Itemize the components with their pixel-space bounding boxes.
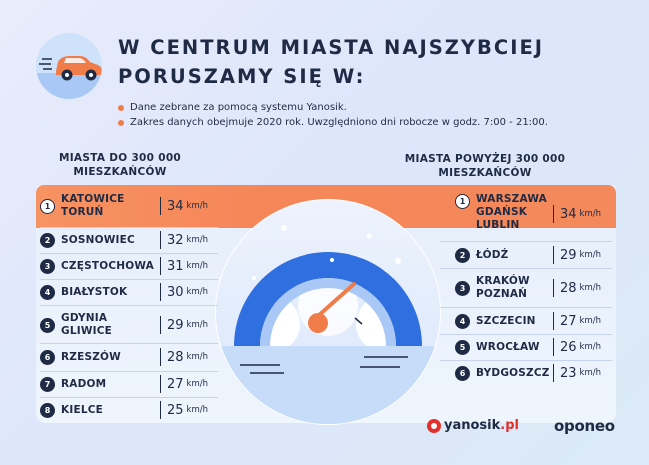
city-name: RZESZÓW <box>61 350 121 363</box>
rank-badge: 2 <box>455 247 470 263</box>
speed-value: 27 km/h <box>160 375 208 393</box>
left-row-6: 6 RZESZÓW 28 km/h <box>40 344 208 370</box>
right-row-3: 3 KRAKÓW POZNAŃ 28 km/h <box>455 275 601 301</box>
left-row-8: 8 KIELCE 25 km/h <box>40 397 208 423</box>
right-row-5: 5 WROCŁAW 26 km/h <box>455 334 601 360</box>
right-row-4: 4 SZCZECIN 27 km/h <box>455 308 601 334</box>
oponeo-logo: oponeo <box>554 417 615 435</box>
left-row-2: 2 SOSNOWIEC 32 km/h <box>40 227 208 253</box>
speed-value: 23 km/h <box>553 364 601 382</box>
city-name: WROCŁAW <box>476 340 540 353</box>
title-line-1: W CENTRUM MIASTA NAJSZYBCIEJ <box>118 36 545 59</box>
city-name: KRAKÓW POZNAŃ <box>476 275 530 300</box>
rank-badge: 6 <box>455 365 470 381</box>
left-row-3: 3 CZĘSTOCHOWA 31 km/h <box>40 253 208 279</box>
row-divider <box>40 371 218 372</box>
row-divider <box>440 241 612 242</box>
city-name: CZĘSTOCHOWA <box>61 259 154 272</box>
car-icon <box>36 33 102 99</box>
rank-badge: 8 <box>40 402 55 418</box>
speed-value: 29 km/h <box>160 316 208 334</box>
row-divider <box>40 227 218 228</box>
yanosik-logo: yanosik .pl <box>427 418 519 433</box>
rank-badge: 4 <box>455 313 470 329</box>
speed-value: 34 km/h <box>553 205 601 223</box>
row-divider <box>440 268 612 269</box>
city-name: KIELCE <box>61 403 103 416</box>
speedometer-icon <box>214 198 442 426</box>
yanosik-mark-icon <box>427 418 441 433</box>
rank-badge: 6 <box>40 349 55 365</box>
speed-value: 30 km/h <box>160 283 208 301</box>
speed-value: 25 km/h <box>160 401 208 419</box>
city-name: RADOM <box>61 377 107 390</box>
row-divider <box>40 279 218 280</box>
speed-value: 26 km/h <box>553 338 601 356</box>
speed-value: 28 km/h <box>160 348 208 366</box>
rank-badge: 4 <box>40 284 55 300</box>
rank-badge: 7 <box>40 376 55 392</box>
row-divider <box>440 360 612 361</box>
rank-badge: 1 <box>455 194 470 209</box>
speed-value: 32 km/h <box>160 231 208 249</box>
row-divider <box>440 334 612 335</box>
left-row-4: 4 BIAŁYSTOK 30 km/h <box>40 279 208 305</box>
right-row-6: 6 BYDGOSZCZ 23 km/h <box>455 360 601 386</box>
rank-badge: 3 <box>40 258 55 274</box>
speed-value: 31 km/h <box>160 257 208 275</box>
left-row-1: 1 KATOWICE TORUŃ 34 km/h <box>40 193 208 219</box>
city-name: WARSZAWA GDAŃSK LUBLIN <box>476 193 547 231</box>
rank-badge: 2 <box>40 232 55 248</box>
right-row-1: 1 WARSZAWA GDAŃSK LUBLIN 34 km/h <box>455 193 601 235</box>
speed-value: 27 km/h <box>553 312 601 330</box>
row-divider <box>440 307 612 308</box>
speed-value: 34 km/h <box>160 197 208 215</box>
left-row-7: 7 RADOM 27 km/h <box>40 371 208 397</box>
row-divider <box>40 305 218 306</box>
right-row-2: 2 ŁÓDŹ 29 km/h <box>455 242 601 268</box>
city-name: BIAŁYSTOK <box>61 285 128 298</box>
bullet-item: Zakres danych obejmuje 2020 rok. Uwzględ… <box>118 115 548 130</box>
bullet-item: Dane zebrane za pomocą systemu Yanosik. <box>118 100 548 115</box>
row-divider <box>40 397 218 398</box>
title-line-2: PORUSZAMY SIĘ W: <box>118 65 366 88</box>
rank-badge: 5 <box>40 317 55 333</box>
left-row-5: 5 GDYNIA GLIWICE 29 km/h <box>40 312 208 338</box>
info-bullets: Dane zebrane za pomocą systemu Yanosik. … <box>118 100 548 130</box>
row-divider <box>40 343 218 344</box>
left-column-header: MIASTA DO 300 000 MIESZKAŃCÓW <box>58 152 182 178</box>
rank-badge: 1 <box>40 198 55 214</box>
city-name: SOSNOWIEC <box>61 233 135 246</box>
city-name: GDYNIA GLIWICE <box>61 312 112 337</box>
speed-value: 28 km/h <box>553 279 601 297</box>
city-name: SZCZECIN <box>476 314 536 327</box>
page-title: W CENTRUM MIASTA NAJSZYBCIEJ PORUSZAMY S… <box>118 33 638 91</box>
city-name: ŁÓDŹ <box>476 248 509 261</box>
city-name: BYDGOSZCZ <box>476 366 550 379</box>
rank-badge: 5 <box>455 339 470 355</box>
row-divider <box>40 253 218 254</box>
speed-value: 29 km/h <box>553 246 601 264</box>
city-name: KATOWICE TORUŃ <box>61 193 125 218</box>
right-column-header: MIASTA POWYŻEJ 300 000 MIESZKAŃCÓW <box>404 153 566 179</box>
rank-badge: 3 <box>455 280 470 296</box>
